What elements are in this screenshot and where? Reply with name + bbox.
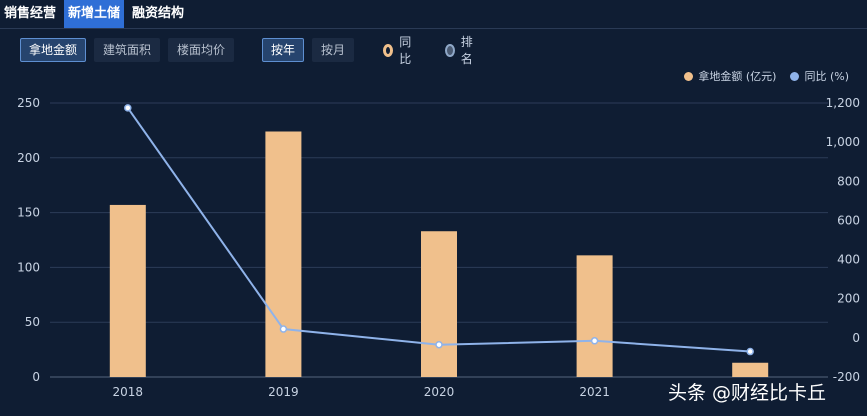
y-right-tick-label: -200 [833,370,860,384]
radio-checked-icon [383,43,394,57]
x-tick-label: 2020 [424,385,455,399]
y-left-tick-label: 150 [17,206,40,220]
x-tick-label: 2021 [579,385,610,399]
legend-item-bar[interactable]: 拿地金额 (亿元) [684,68,776,84]
yoy-radio[interactable]: 同比 [383,35,414,66]
legend-item-line[interactable]: 同比 (%) [790,68,849,84]
yoy-point-2019 [279,325,288,333]
rank-radio-label: 排名 [460,35,473,66]
y-left-tick-label: 50 [25,315,40,329]
top-tabs: 销售经营 新增土储 融资结构 [0,0,188,28]
y-left-tick-label: 200 [17,151,40,165]
land-amount-button[interactable]: 拿地金额 [20,38,86,62]
legend-line-swatch [790,71,800,81]
y-right-tick-label: 800 [837,174,860,188]
legend-line-label: 同比 (%) [804,70,849,83]
floor-area-button[interactable]: 建筑面积 [94,38,160,62]
y-left-tick-label: 100 [17,260,40,274]
y-right-tick-label: 600 [837,213,860,227]
bar-2019 [265,131,302,377]
tab-sales[interactable]: 销售经营 [4,6,57,21]
y-left-tick-label: 0 [32,370,40,384]
legend-bar-label: 拿地金额 (亿元) [698,70,777,83]
yoy-radio-label: 同比 [399,35,412,66]
tab-financing[interactable]: 融资结构 [132,6,185,21]
bar-2022 [732,362,769,377]
bar-2018 [109,204,146,377]
y-right-tick-label: 1,000 [826,135,860,149]
tab-divider [0,28,867,29]
rank-radio[interactable]: 排名 [445,35,476,66]
y-right-tick-label: 400 [837,253,860,267]
watermark: 头条 @财经比卡丘 [668,382,827,404]
x-tick-label: 2018 [113,385,144,399]
bar-2021 [576,255,613,377]
y-left-tick-label: 250 [17,96,40,110]
y-right-tick-label: 0 [852,331,860,345]
bar-2020 [421,231,457,377]
y-right-tick-label: 200 [837,292,860,306]
yoy-point-2022 [746,347,754,356]
by-year-button[interactable]: 按年 [262,38,304,62]
by-month-button[interactable]: 按月 [312,38,354,62]
chart-legend: 拿地金额 (亿元) 同比 (%) [684,68,849,84]
yoy-point-2021 [590,337,599,345]
yoy-point-2020 [435,340,443,349]
yoy-point-2018 [124,104,132,112]
x-tick-label: 2019 [268,385,299,399]
y-right-tick-label: 1,200 [826,96,860,110]
floor-price-button[interactable]: 楼面均价 [168,38,234,62]
legend-bar-swatch [684,71,694,81]
radio-unchecked-icon [445,43,455,57]
tab-new-land[interactable]: 新增土储 [64,0,125,28]
